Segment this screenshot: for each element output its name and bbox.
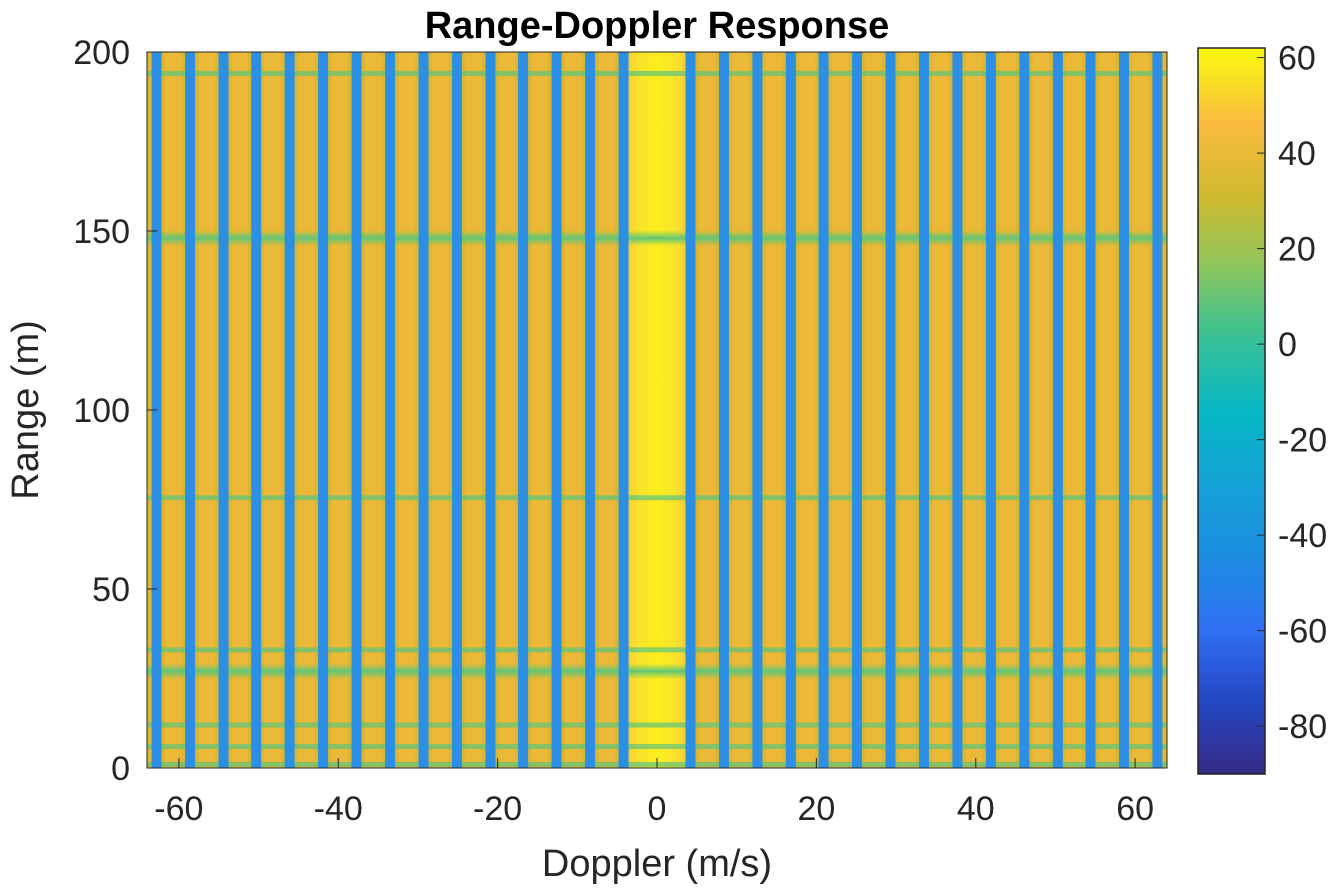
- range-dip-band: [147, 744, 1167, 750]
- doppler-null-stripe: [818, 52, 829, 768]
- y-tick-label: 150: [73, 213, 130, 251]
- x-axis-label: Doppler (m/s): [542, 843, 772, 885]
- doppler-null-stripes: [151, 52, 1163, 768]
- y-axis-ticks: 0 50 100 150 200: [73, 34, 157, 788]
- y-tick-label: 0: [111, 750, 130, 788]
- sidelobe-band: [298, 52, 315, 768]
- doppler-null-stripe: [485, 52, 496, 768]
- colorbar-tick-label: 0: [1278, 326, 1297, 364]
- sidelobe-band: [164, 52, 182, 768]
- doppler-null-stripe: [985, 52, 996, 768]
- y-tick-label: 200: [73, 34, 130, 72]
- sidelobe-band: [799, 52, 816, 768]
- range-dip-band: [147, 230, 1167, 247]
- colorbar-tick-label: -60: [1278, 613, 1327, 651]
- doppler-null-stripe: [785, 52, 796, 768]
- doppler-null-stripe: [284, 52, 295, 768]
- y-axis-label: Range (m): [5, 320, 47, 500]
- doppler-zero-peak-band: [623, 52, 691, 768]
- y-tick-label: 100: [73, 392, 130, 430]
- sidelobe-band: [198, 52, 216, 768]
- colorbar: [1197, 47, 1266, 775]
- sidelobe-band: [498, 52, 515, 768]
- doppler-null-stripe: [585, 52, 596, 768]
- doppler-null-stripe: [885, 52, 896, 768]
- range-dip-bands: [147, 70, 1167, 767]
- sidelobe-band: [598, 52, 616, 768]
- sidelobe-band: [1098, 52, 1116, 768]
- colorbar-ticks: 60 40 20 0 -20 -40 -60 -80: [1257, 40, 1327, 746]
- sidelobe-band: [865, 52, 883, 768]
- x-tick-label: -40: [314, 790, 363, 828]
- colorbar-tick-label: 40: [1278, 135, 1316, 173]
- doppler-null-stripe: [1118, 52, 1129, 768]
- x-tick-label: 60: [1116, 790, 1154, 828]
- sidelobe-band: [831, 52, 849, 768]
- heatmap-plot-area: [147, 52, 1167, 768]
- sidelobe-band: [1132, 52, 1150, 768]
- sidelobe-band: [999, 52, 1016, 768]
- y-tick-label: 50: [92, 571, 130, 609]
- x-axis-ticks: -60 -40 -20 0 20 40 60: [154, 758, 1154, 828]
- sidelobe-band: [331, 52, 349, 768]
- range-dip-band: [147, 722, 1167, 728]
- sidelobe-band: [932, 52, 950, 768]
- doppler-null-stripe: [351, 52, 362, 768]
- x-tick-label: 0: [648, 790, 667, 828]
- sidelobe-band: [431, 52, 449, 768]
- range-dip-band: [147, 495, 1167, 501]
- doppler-null-stripe: [185, 52, 196, 768]
- doppler-null-stripe: [551, 52, 562, 768]
- doppler-null-stripe: [251, 52, 262, 768]
- sidelobe-band: [231, 52, 249, 768]
- sidelobe-band: [465, 52, 483, 768]
- doppler-null-stripe: [718, 52, 729, 768]
- doppler-null-stripe: [1019, 52, 1030, 768]
- doppler-null-stripe: [752, 52, 763, 768]
- chart-title: Range-Doppler Response: [425, 5, 890, 47]
- sidelobe-band: [264, 52, 282, 768]
- colorbar-tick-label: 60: [1278, 40, 1316, 78]
- doppler-null-stripe: [218, 52, 229, 768]
- range-dip-band: [147, 70, 1167, 76]
- sidelobe-band: [898, 52, 916, 768]
- sidelobe-band: [398, 52, 416, 768]
- doppler-null-stripe: [618, 52, 629, 768]
- doppler-null-stripe: [1085, 52, 1096, 768]
- x-tick-label: -20: [473, 790, 522, 828]
- sidelobe-band: [965, 52, 983, 768]
- doppler-null-stripe: [518, 52, 529, 768]
- colorbar-tick-label: -20: [1278, 422, 1327, 460]
- doppler-null-stripe: [318, 52, 329, 768]
- sidelobe-band: [732, 52, 750, 768]
- doppler-null-stripe: [385, 52, 396, 768]
- doppler-null-stripe: [685, 52, 696, 768]
- colorbar-tick-label: 20: [1278, 231, 1316, 269]
- sidelobe-band: [765, 52, 783, 768]
- doppler-null-stripe: [1052, 52, 1063, 768]
- sidelobe-band: [364, 52, 382, 768]
- sidelobe-band: [564, 52, 582, 768]
- colorbar-tick-label: -40: [1278, 517, 1327, 555]
- colorbar-tick-label: -80: [1278, 708, 1327, 746]
- x-tick-label: -60: [154, 790, 203, 828]
- sidelobe-band: [698, 52, 716, 768]
- doppler-null-stripe: [1152, 52, 1163, 768]
- sidelobe-band: [531, 52, 549, 768]
- doppler-null-stripe: [952, 52, 963, 768]
- range-dip-band: [147, 663, 1167, 680]
- doppler-null-stripe: [451, 52, 462, 768]
- doppler-null-stripe: [418, 52, 429, 768]
- sidelobe-band: [1032, 52, 1050, 768]
- range-dip-band: [147, 647, 1167, 653]
- x-tick-label: 20: [797, 790, 835, 828]
- sidelobe-band: [1065, 52, 1083, 768]
- doppler-null-stripe: [852, 52, 863, 768]
- x-tick-label: 40: [957, 790, 995, 828]
- doppler-null-stripe: [918, 52, 929, 768]
